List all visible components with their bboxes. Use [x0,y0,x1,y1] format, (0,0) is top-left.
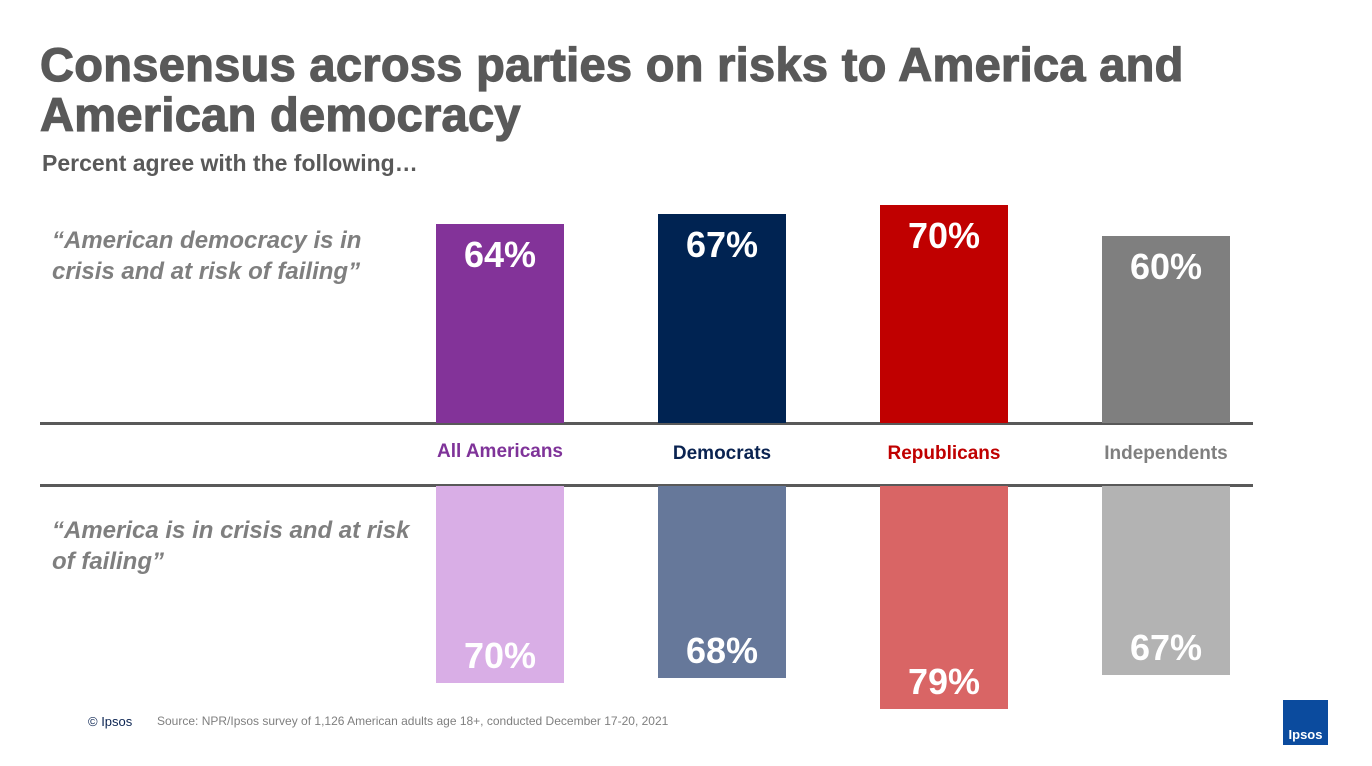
bar [658,214,786,423]
value-label: 67% [685,224,759,266]
category-label: Independents [1104,443,1228,464]
series-label: “America is in crisis and at risk of fai… [52,517,410,575]
value-label: 67% [1129,626,1203,668]
chart-subtitle: Percent agree with the following… [42,150,418,176]
logo: Ipsos [1283,700,1328,745]
chart-title: Consensus across parties on risks to Ame… [39,38,1184,141]
bar [436,486,564,684]
baseline [40,422,1253,425]
value-label: 68% [685,629,759,671]
value-label: 70% [463,635,537,677]
series-label: “American democracy is in crisis and at … [52,227,362,285]
source-note: Source: NPR/Ipsos survey of 1,126 Americ… [157,714,669,728]
bar [1102,236,1230,423]
category-label: Republicans [887,443,1001,464]
baseline [40,484,1253,487]
copyright: © Ipsos [88,714,133,729]
value-label: 79% [907,660,981,702]
bar [880,205,1008,423]
category-label: All Americans [436,441,563,462]
value-label: 70% [907,215,981,257]
bar [658,486,786,678]
category-label: Democrats [672,443,772,464]
bar [1102,486,1230,675]
value-label: 64% [463,233,537,275]
value-label: 60% [1129,246,1203,288]
bar [436,223,564,423]
bar [880,486,1008,709]
